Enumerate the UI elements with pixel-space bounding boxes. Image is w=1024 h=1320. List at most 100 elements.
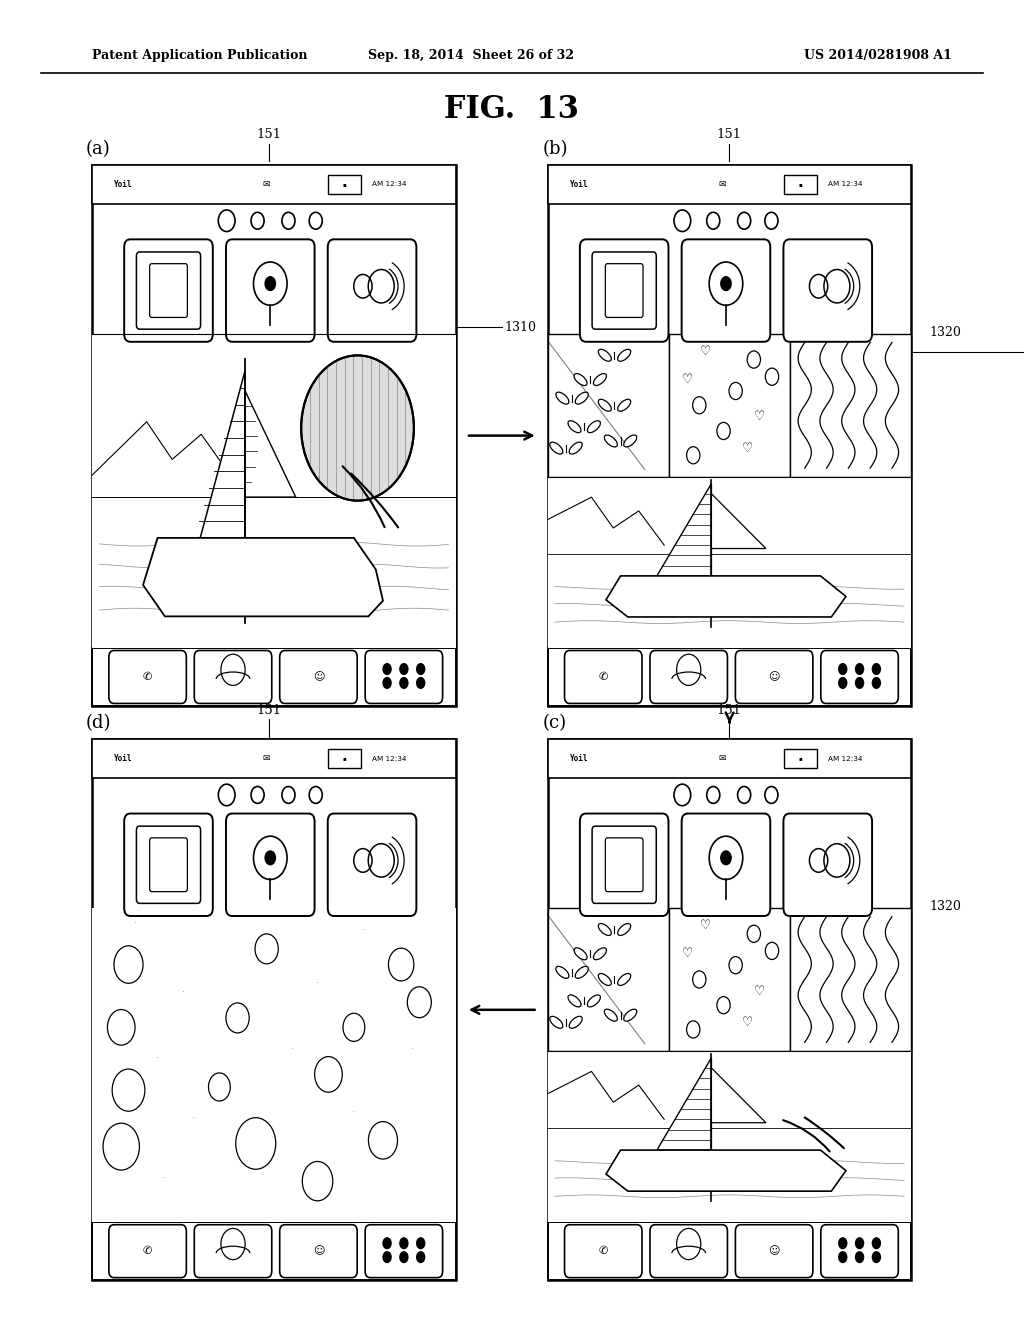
Text: ✆: ✆ (599, 672, 608, 682)
Circle shape (838, 663, 848, 675)
FancyBboxPatch shape (592, 826, 656, 903)
Bar (548, 1222, 911, 1280)
FancyBboxPatch shape (150, 838, 187, 891)
FancyBboxPatch shape (280, 651, 357, 704)
Ellipse shape (588, 421, 600, 433)
Bar (548, 739, 911, 779)
Text: ▪: ▪ (343, 756, 347, 762)
Circle shape (264, 276, 276, 292)
FancyBboxPatch shape (580, 813, 669, 916)
Ellipse shape (594, 948, 606, 960)
Text: AM 12:34: AM 12:34 (372, 755, 407, 762)
Circle shape (301, 355, 414, 500)
Circle shape (382, 1251, 392, 1263)
Text: ✆: ✆ (143, 1246, 153, 1257)
Text: (a): (a) (86, 140, 111, 158)
Circle shape (399, 1237, 409, 1249)
Text: Yoil: Yoil (114, 754, 132, 763)
Ellipse shape (594, 374, 606, 385)
Circle shape (382, 1237, 392, 1249)
Text: AM 12:34: AM 12:34 (827, 755, 862, 762)
Text: Yoil: Yoil (569, 180, 588, 189)
FancyBboxPatch shape (564, 651, 642, 704)
Ellipse shape (617, 350, 631, 362)
Circle shape (855, 1251, 864, 1263)
Circle shape (416, 1251, 425, 1263)
Circle shape (871, 677, 881, 689)
Bar (92, 739, 456, 779)
Bar (92, 739, 456, 1280)
Text: ♡: ♡ (682, 948, 693, 960)
FancyBboxPatch shape (735, 1225, 813, 1278)
FancyBboxPatch shape (580, 239, 669, 342)
FancyBboxPatch shape (195, 651, 271, 704)
Circle shape (416, 663, 425, 675)
Bar (92, 908, 456, 1222)
Text: ☺: ☺ (312, 672, 325, 682)
Text: ♡: ♡ (699, 345, 711, 358)
Ellipse shape (604, 1010, 617, 1022)
Circle shape (416, 677, 425, 689)
FancyBboxPatch shape (366, 651, 442, 704)
FancyBboxPatch shape (783, 239, 872, 342)
Text: 151: 151 (717, 704, 741, 717)
FancyBboxPatch shape (226, 813, 314, 916)
Bar (548, 334, 669, 477)
Ellipse shape (575, 966, 588, 978)
Circle shape (871, 663, 881, 675)
FancyBboxPatch shape (682, 813, 770, 916)
FancyBboxPatch shape (366, 1225, 442, 1278)
Circle shape (871, 1237, 881, 1249)
FancyBboxPatch shape (109, 1225, 186, 1278)
Bar (92, 648, 456, 706)
Bar (669, 908, 791, 1051)
Circle shape (838, 1237, 848, 1249)
Ellipse shape (574, 948, 587, 960)
Circle shape (382, 677, 392, 689)
Ellipse shape (624, 436, 637, 447)
Text: ☺: ☺ (312, 1246, 325, 1257)
FancyBboxPatch shape (783, 813, 872, 916)
Text: 151: 151 (257, 704, 282, 717)
Circle shape (838, 1251, 848, 1263)
FancyBboxPatch shape (328, 239, 417, 342)
Bar (548, 739, 911, 1280)
FancyBboxPatch shape (328, 813, 417, 916)
FancyBboxPatch shape (564, 1225, 642, 1278)
FancyBboxPatch shape (735, 651, 813, 704)
Text: AM 12:34: AM 12:34 (372, 181, 407, 187)
Text: ♡: ♡ (699, 919, 711, 932)
FancyBboxPatch shape (650, 1225, 727, 1278)
Text: 1310: 1310 (505, 321, 537, 334)
Text: ▪: ▪ (799, 182, 803, 187)
Text: ✉: ✉ (263, 180, 270, 189)
Circle shape (416, 1237, 425, 1249)
Bar (92, 334, 456, 648)
Ellipse shape (569, 442, 583, 454)
FancyBboxPatch shape (109, 651, 186, 704)
Bar (92, 165, 456, 205)
Ellipse shape (569, 1016, 583, 1028)
Circle shape (720, 276, 732, 292)
Text: 1320: 1320 (930, 326, 962, 338)
Text: FIG.  13: FIG. 13 (444, 94, 580, 125)
Polygon shape (606, 576, 846, 616)
Text: Patent Application Publication: Patent Application Publication (92, 49, 307, 62)
Ellipse shape (550, 442, 563, 454)
Ellipse shape (598, 973, 611, 986)
Text: ▪: ▪ (799, 756, 803, 762)
Ellipse shape (598, 924, 611, 936)
FancyBboxPatch shape (329, 748, 361, 768)
FancyBboxPatch shape (605, 838, 643, 891)
Ellipse shape (617, 399, 631, 412)
Circle shape (855, 677, 864, 689)
Bar (92, 1222, 456, 1280)
FancyBboxPatch shape (592, 252, 656, 329)
Polygon shape (245, 391, 296, 498)
Polygon shape (143, 537, 383, 616)
FancyBboxPatch shape (784, 748, 817, 768)
Text: (d): (d) (86, 714, 111, 733)
Bar (791, 334, 911, 477)
Text: 151: 151 (717, 128, 741, 141)
FancyBboxPatch shape (136, 826, 201, 903)
